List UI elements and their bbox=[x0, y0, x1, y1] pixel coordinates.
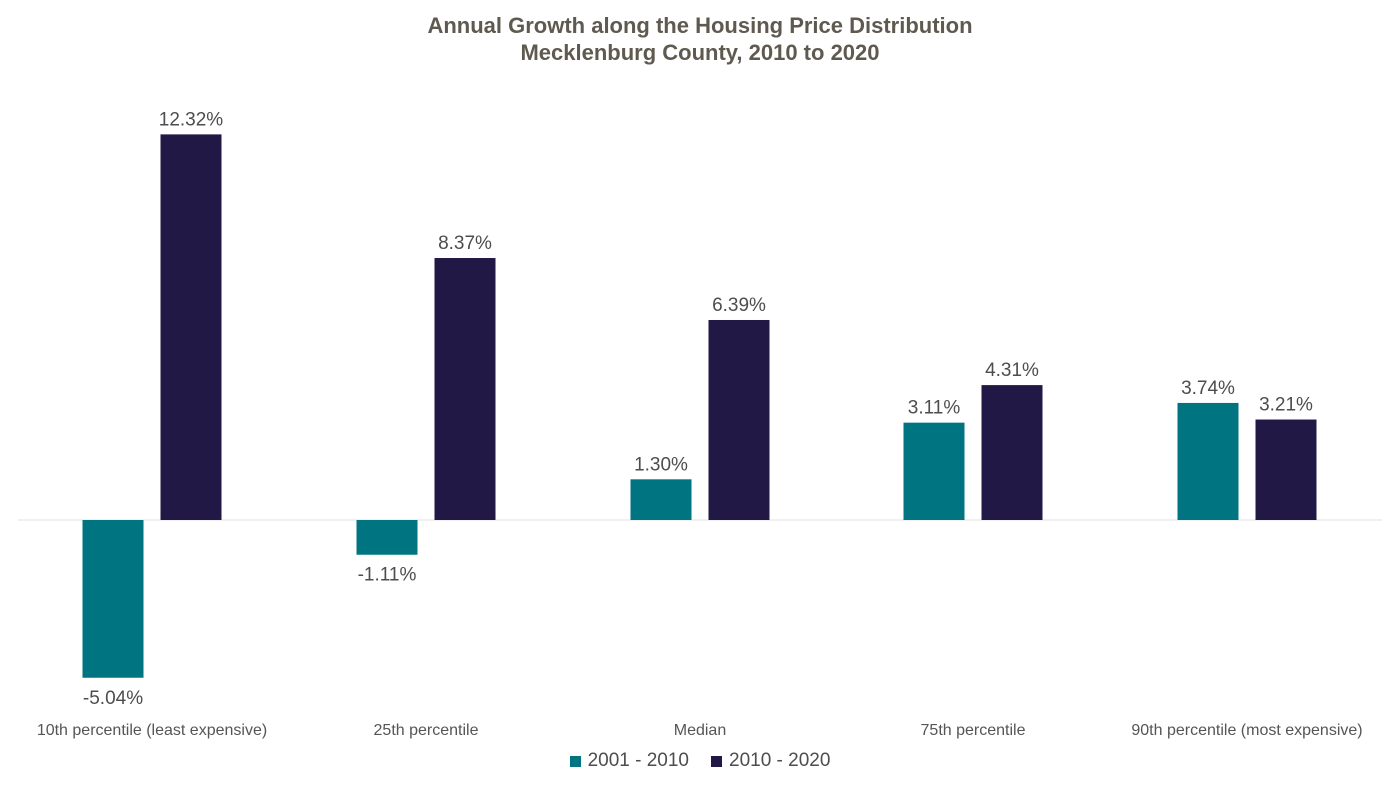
bar-series-1-cat-5 bbox=[1177, 402, 1239, 520]
legend-swatch-series-2 bbox=[711, 755, 722, 767]
category-label-5: 90th percentile (most expensive) bbox=[1131, 722, 1362, 739]
chart-title: Annual Growth along the Housing Price Di… bbox=[427, 13, 973, 38]
category-label-4: 75th percentile bbox=[921, 722, 1026, 739]
category-label-3: Median bbox=[674, 722, 726, 739]
chart-subtitle: Mecklenburg County, 2010 to 2020 bbox=[520, 40, 880, 65]
data-label-series-2-cat-4: 4.31% bbox=[985, 360, 1039, 381]
bar-series-1-cat-1 bbox=[82, 520, 144, 678]
data-label-series-1-cat-2: -1.11% bbox=[358, 565, 417, 586]
data-label-series-1-cat-5: 3.74% bbox=[1181, 378, 1235, 399]
legend-label-series-2: 2010 - 2020 bbox=[729, 750, 831, 771]
chart-title-block: Annual Growth along the Housing Price Di… bbox=[0, 12, 1400, 66]
bar-series-2-cat-4 bbox=[981, 385, 1043, 520]
data-label-series-2-cat-5: 3.21% bbox=[1259, 395, 1313, 416]
chart-legend: 2001 - 2010 2010 - 2020 bbox=[0, 750, 1400, 772]
data-label-series-1-cat-4: 3.11% bbox=[908, 398, 961, 419]
bar-series-1-cat-3 bbox=[630, 479, 692, 520]
bar-series-1-cat-4 bbox=[903, 422, 965, 520]
bar-series-1-cat-2 bbox=[356, 520, 418, 555]
category-label-2: 25th percentile bbox=[374, 722, 479, 739]
data-label-series-2-cat-2: 8.37% bbox=[438, 233, 492, 254]
bar-series-2-cat-2 bbox=[434, 258, 496, 520]
legend-swatch-series-1 bbox=[569, 755, 581, 767]
bar-series-2-cat-1 bbox=[160, 134, 222, 520]
category-label-1: 10th percentile (least expensive) bbox=[37, 722, 267, 739]
data-label-series-2-cat-3: 6.39% bbox=[712, 295, 766, 316]
bar-series-2-cat-3 bbox=[708, 319, 770, 520]
legend-label-series-1: 2001 - 2010 bbox=[587, 750, 689, 771]
data-label-series-2-cat-1: 12.32% bbox=[159, 109, 224, 130]
legend-item-series-2: 2010 - 2020 bbox=[711, 750, 830, 772]
data-label-series-1-cat-1: -5.04% bbox=[83, 688, 143, 709]
legend-item-series-1: 2001 - 2010 bbox=[569, 750, 689, 772]
data-label-series-1-cat-3: 1.30% bbox=[634, 454, 688, 475]
bar-series-2-cat-5 bbox=[1255, 419, 1317, 520]
